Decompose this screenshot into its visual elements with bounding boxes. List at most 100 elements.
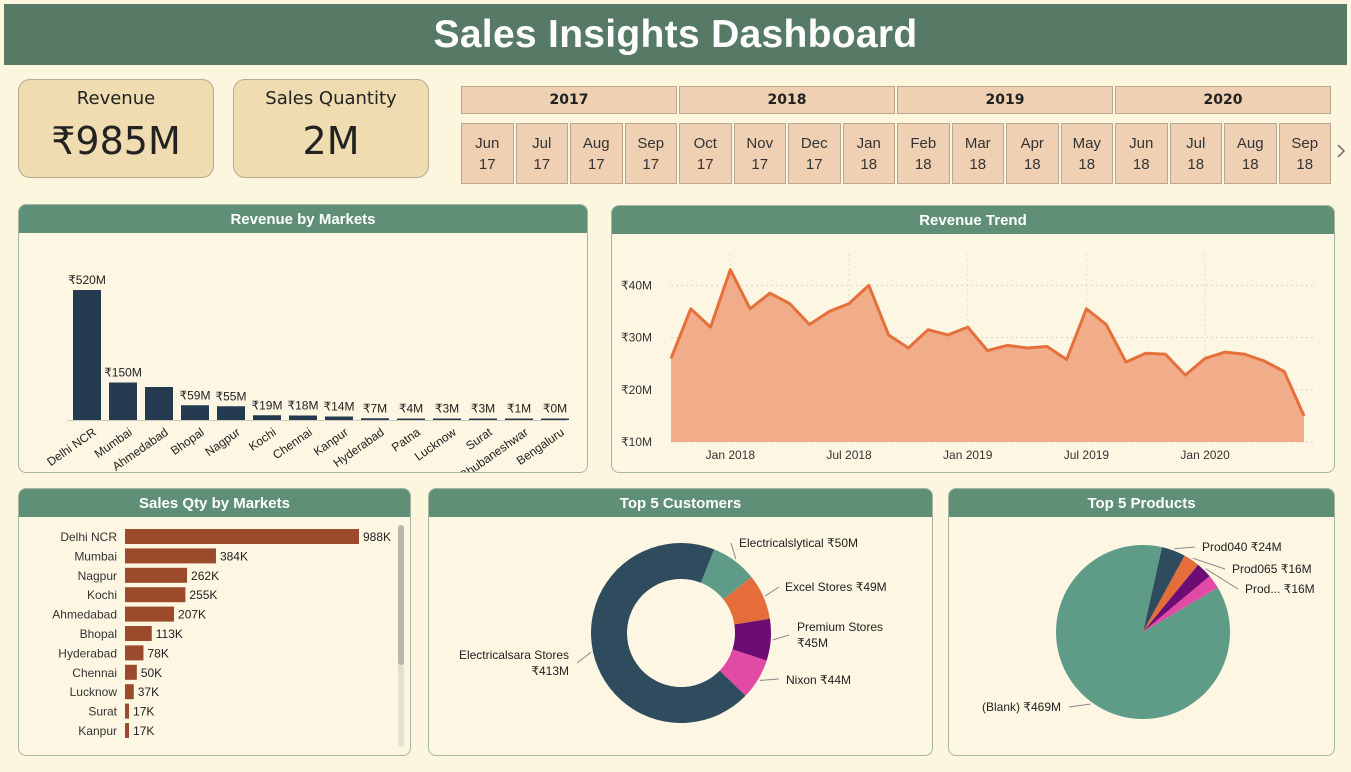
panel-title: Revenue by Markets xyxy=(19,205,587,233)
leader-line xyxy=(730,542,737,560)
revenue-card: Revenue ₹985M xyxy=(18,79,214,178)
top-customers-chart: Electricalslytical ₹50M Excel Stores ₹49M… xyxy=(459,536,887,723)
month-button[interactable]: Jul 18 xyxy=(1169,123,1222,184)
month-name: Aug xyxy=(1236,134,1264,152)
leader-line xyxy=(1174,546,1196,550)
data-label: Prod040 ₹24M xyxy=(1202,540,1282,554)
leader-line xyxy=(1068,703,1091,708)
data-label: Premium Stores xyxy=(797,620,883,634)
scrollbar-thumb[interactable] xyxy=(398,525,404,665)
bar xyxy=(125,664,137,680)
month-button[interactable]: Nov 17 xyxy=(733,123,786,184)
month-year: 18 xyxy=(860,155,878,173)
tick-label: Chennai xyxy=(270,425,315,462)
data-label: 988K xyxy=(363,530,391,544)
month-button[interactable]: Jun 17 xyxy=(461,123,514,184)
bar xyxy=(125,606,175,622)
pie-slice xyxy=(1143,576,1218,632)
month-year: 17 xyxy=(533,155,551,173)
month-name: Mar xyxy=(964,134,991,152)
month-name: Apr xyxy=(1020,134,1044,152)
data-label: ₹19M xyxy=(252,398,283,412)
data-label: Excel Stores ₹49M xyxy=(785,580,887,594)
month-year: 17 xyxy=(805,155,823,173)
x-tick-label: Jan 2018 xyxy=(706,448,756,462)
month-button[interactable]: May 18 xyxy=(1060,123,1113,184)
data-label: ₹18M xyxy=(288,399,319,413)
month-year: 18 xyxy=(1078,155,1096,173)
page-title: Sales Insights Dashboard xyxy=(433,12,918,56)
x-tick-label: Jul 2019 xyxy=(1064,448,1110,462)
pie-slice xyxy=(1143,547,1185,632)
month-button[interactable]: Apr 18 xyxy=(1006,123,1059,184)
revenue-trend-chart: ₹10M ₹20M ₹30M ₹40M Jan 2018 Jul 2018 Jan 2019… xyxy=(621,254,1314,462)
month-button[interactable]: Jan 18 xyxy=(842,123,895,184)
month-button[interactable]: Aug 17 xyxy=(570,123,623,184)
sales-quantity-card: Sales Quantity 2M xyxy=(233,79,429,178)
month-name: Jul xyxy=(532,134,552,152)
month-name: May xyxy=(1072,134,1101,152)
data-label: ₹59M xyxy=(180,388,211,402)
month-button[interactable]: Dec 17 xyxy=(788,123,841,184)
month-year: 17 xyxy=(751,155,769,173)
month-button[interactable]: Feb 18 xyxy=(897,123,950,184)
data-label: 17K xyxy=(133,724,154,738)
bar xyxy=(145,387,173,420)
month-button[interactable]: Sep 18 xyxy=(1278,123,1331,184)
data-label: ₹45M xyxy=(797,636,828,650)
year-slicer: 2017 2018 2019 2020 xyxy=(461,86,1333,114)
data-label: 50K xyxy=(141,666,162,680)
month-year: 17 xyxy=(478,155,496,173)
pie-slice xyxy=(1143,564,1210,632)
month-button[interactable]: Oct 17 xyxy=(679,123,732,184)
month-button[interactable]: Aug 18 xyxy=(1224,123,1277,184)
scrollbar[interactable] xyxy=(398,525,404,747)
bar xyxy=(125,684,134,700)
dashboard-header: Sales Insights Dashboard xyxy=(4,4,1347,65)
year-button[interactable]: 2020 xyxy=(1115,86,1331,114)
year-button[interactable]: 2018 xyxy=(679,86,895,114)
data-label: 113K xyxy=(156,627,183,641)
month-name: Nov xyxy=(746,134,774,152)
bar xyxy=(541,418,569,420)
data-label: ₹14M xyxy=(324,400,355,414)
data-label: Prod... ₹16M xyxy=(1245,582,1315,596)
data-label: 262K xyxy=(191,569,219,583)
category-label: Chennai xyxy=(72,666,117,680)
month-year: 17 xyxy=(642,155,660,173)
donut-slice xyxy=(732,618,771,661)
tick-label: Delhi NCR xyxy=(44,425,99,469)
tick-label: Lucknow xyxy=(412,425,459,464)
data-label: ₹413M xyxy=(531,664,569,678)
bar xyxy=(253,415,281,420)
month-button[interactable]: Jul 17 xyxy=(515,123,568,184)
bar xyxy=(505,418,533,420)
leader-line xyxy=(1205,568,1239,590)
sales-qty-by-markets-chart: Delhi NCR 988K Mumbai 384K Nagpur 262K Kochi 25… xyxy=(52,529,391,738)
bar xyxy=(125,645,144,661)
y-tick-label: ₹30M xyxy=(621,331,652,345)
month-name: Jan xyxy=(856,134,881,152)
month-button[interactable]: Sep 17 xyxy=(624,123,677,184)
month-button[interactable]: Mar 18 xyxy=(951,123,1004,184)
category-label: Ahmedabad xyxy=(52,608,117,622)
year-button[interactable]: 2017 xyxy=(461,86,677,114)
month-name: Oct xyxy=(693,134,717,152)
donut-slice xyxy=(723,577,770,625)
y-tick-label: ₹20M xyxy=(621,383,652,397)
donut-slice xyxy=(700,549,752,600)
bar xyxy=(181,405,209,420)
month-button[interactable]: Jun 18 xyxy=(1115,123,1168,184)
x-tick-label: Jul 2018 xyxy=(826,448,872,462)
revenue-value: ₹985M xyxy=(51,119,181,163)
category-label: Mumbai xyxy=(74,549,117,563)
data-label: 255K xyxy=(189,588,217,602)
data-label: Electricalsara Stores xyxy=(459,648,569,662)
chevron-right-icon[interactable] xyxy=(1337,144,1346,162)
month-slicer: Jun 17 Jul 17 Aug 17 Sep 17 Oct 17 Nov 17 Dec 17 Jan 18… xyxy=(461,123,1333,184)
category-label: Bhopal xyxy=(80,627,117,641)
bar xyxy=(125,626,152,641)
year-button[interactable]: 2019 xyxy=(897,86,1113,114)
x-tick-label: Jan 2020 xyxy=(1180,448,1230,462)
